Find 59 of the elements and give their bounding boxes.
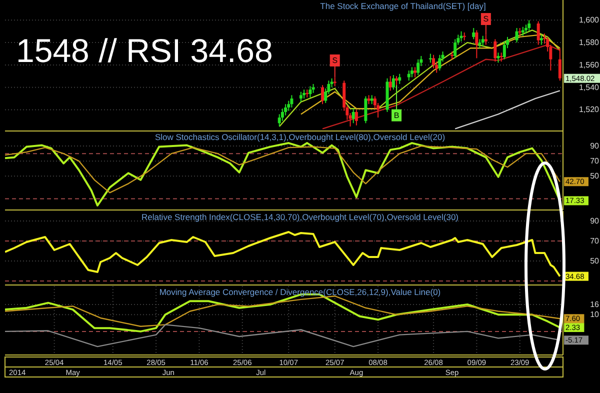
candlestick: [454, 38, 457, 59]
candlestick: [494, 38, 497, 62]
y-tick-label: 90: [590, 216, 600, 226]
candlestick: [398, 73, 402, 84]
y-tick-label: 70: [590, 156, 600, 166]
candlestick: [410, 66, 414, 78]
line-series: [454, 90, 561, 130]
line-series: [5, 324, 561, 348]
candlestick: [414, 66, 417, 78]
candlestick: [502, 40, 506, 60]
annotation: B: [394, 110, 400, 120]
candlestick: [364, 96, 368, 124]
annotation: S: [483, 14, 489, 24]
y-tick-label: 10: [590, 310, 600, 320]
y-tick-label: 1,600: [578, 16, 600, 25]
y-tick-label: 70: [590, 236, 600, 246]
chart-title: Slow Stochastics Oscillator(14,3,1),Overbought Level(80),Oversold Level(20): [154, 132, 446, 142]
candlestick: [299, 91, 302, 102]
candlestick: [462, 32, 466, 41]
line-series: [5, 231, 561, 278]
candlestick: [407, 70, 410, 82]
y-tick-label: 50: [590, 172, 600, 181]
candlestick: [540, 34, 543, 46]
chart-title: The Stock Exchange of Thailand(SET) [day]: [320, 1, 486, 11]
candlestick: [308, 86, 312, 98]
candlestick: [472, 27, 476, 40]
line-series: [278, 30, 561, 128]
y-tick-label: 1,520: [578, 105, 600, 114]
y-tick-label: 1,560: [578, 60, 600, 70]
candlestick: [536, 20, 540, 46]
candlestick: [528, 20, 531, 32]
candlestick: [352, 108, 355, 124]
candlestick: [392, 74, 395, 90]
annotation: S: [332, 56, 338, 65]
candlestick: [321, 84, 324, 105]
chart-title: Relative Strength Index(CLOSE,14,30,70),Overbought Level(70),Oversold Level(30): [141, 212, 459, 222]
chart-title: Moving Average Convergence / Divergence(CLOSE,26,12,9),Value Line(0): [159, 287, 441, 297]
line-series: [5, 145, 561, 194]
candlestick: [432, 54, 436, 69]
line-series: [5, 142, 561, 206]
candlestick: [388, 76, 392, 92]
y-tick-label: 50: [590, 256, 600, 266]
candlestick: [481, 35, 484, 46]
candlestick: [306, 89, 309, 98]
y-tick-label: 1,540: [578, 82, 600, 92]
candlestick: [518, 27, 522, 36]
candlestick: [558, 48, 562, 82]
candlestick: [475, 30, 478, 59]
y-tick-label: 1,580: [578, 38, 600, 48]
candlestick: [290, 94, 294, 108]
candlestick: [354, 109, 358, 126]
candlestick: [450, 51, 454, 60]
y-tick-label: 16: [590, 300, 600, 310]
y-tick-label: 90: [590, 142, 600, 151]
candlestick: [515, 27, 518, 44]
candlestick: [438, 54, 442, 72]
annotation: 1548 // RSI 34.68: [16, 32, 273, 69]
line-series: [5, 296, 561, 327]
candlestick: [416, 58, 420, 76]
